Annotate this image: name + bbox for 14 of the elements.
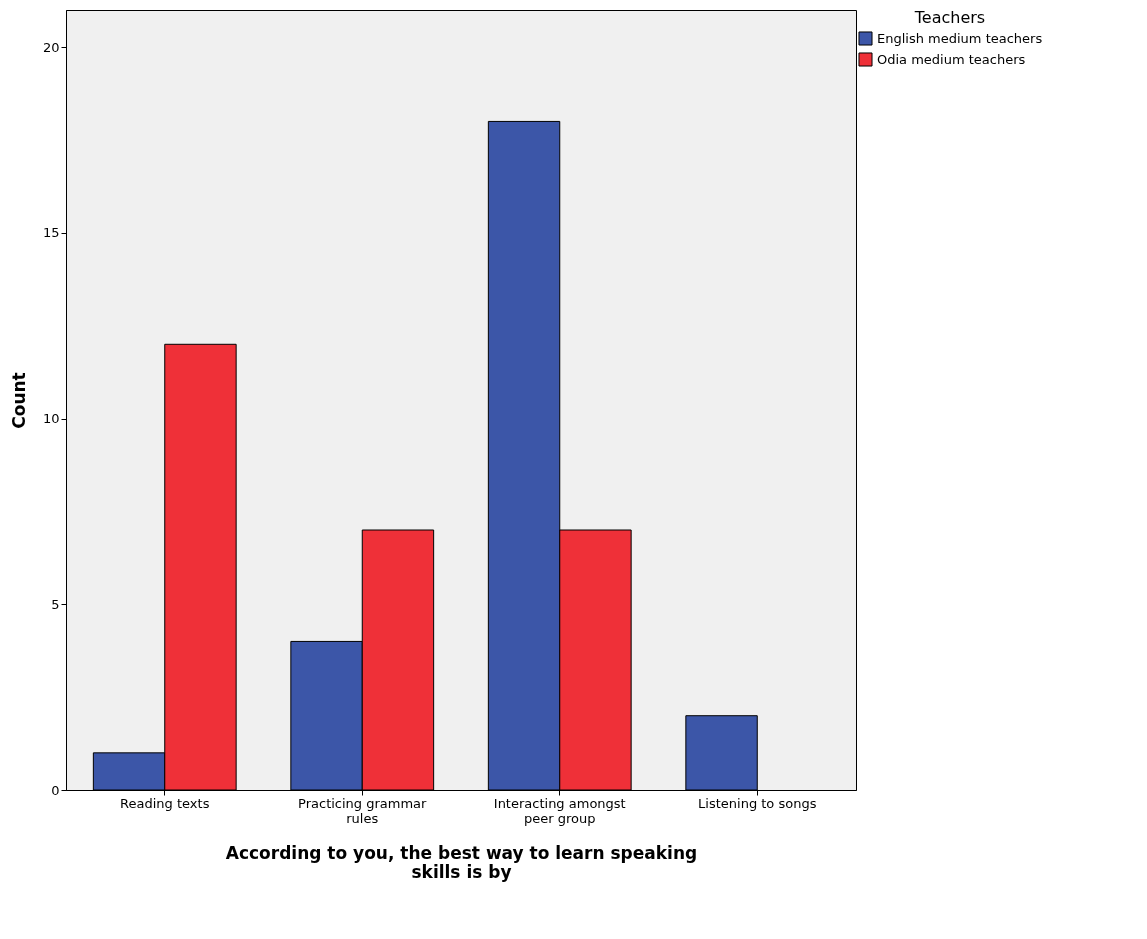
x-tick-label: Practicing grammar rules (298, 795, 428, 826)
x-tick-label: Reading texts (120, 795, 210, 811)
y-tick-label: 20 (42, 39, 60, 55)
y-tick-label: 5 (51, 596, 60, 612)
x-axis-title: According to you, the best way to learn speaking skills is by (225, 842, 698, 882)
y-axis-title: Count (8, 372, 29, 429)
y-tick-label: 15 (42, 225, 60, 241)
legend-label: Odia medium teachers (877, 51, 1026, 67)
y-tick-label: 10 (42, 411, 60, 427)
legend-title: Teachers (913, 8, 986, 27)
legend-label: English medium teachers (877, 30, 1043, 46)
x-tick-label: Interacting amongst peer group (493, 795, 626, 826)
x-tick-label: Listening to songs (698, 795, 817, 811)
y-tick-label: 0 (51, 782, 60, 798)
